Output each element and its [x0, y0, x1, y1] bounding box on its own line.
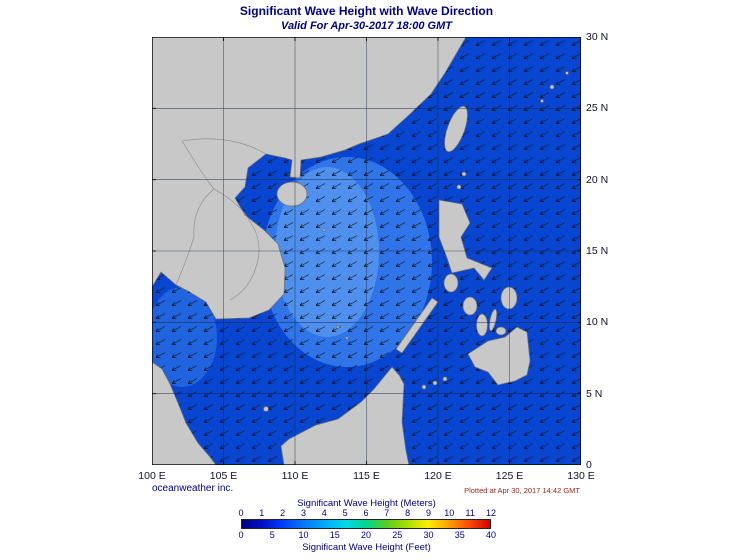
island-mindoro [443, 273, 459, 293]
feet-tick: 20 [360, 530, 372, 540]
meters-tick: 10 [444, 508, 455, 518]
lat-tick: 25 N [586, 102, 609, 114]
plotted-timestamp: Plotted at Apr 30, 2017 14:42 GMT [464, 486, 580, 495]
lon-tick: 130 E [567, 470, 595, 482]
island-mindanao [467, 326, 531, 386]
map-svg [152, 37, 581, 465]
meters-tick: 4 [321, 508, 327, 518]
lat-tick: 15 N [586, 245, 609, 257]
map-plot-area [152, 37, 581, 465]
island-bohol [495, 326, 507, 336]
credit-oceanweather: oceanweather inc. [152, 483, 234, 494]
feet-tick: 15 [329, 530, 340, 540]
frame-ticks [152, 37, 581, 465]
meters-tick: 9 [425, 508, 432, 518]
meters-tick: 2 [280, 508, 286, 518]
island-hainan [276, 181, 308, 207]
feet-tick: 10 [298, 530, 309, 540]
feet-tick: 35 [454, 530, 465, 540]
meters-tick: 11 [465, 508, 475, 518]
meters-tick: 8 [405, 508, 411, 518]
island-luzon [438, 199, 493, 281]
legend-meters-title: Significant Wave Height (Meters) [297, 498, 436, 509]
feet-tick: 0 [238, 530, 244, 540]
landmass-malay-peninsula [152, 361, 217, 465]
meters-tick: 0 [238, 508, 244, 518]
landmass-borneo [280, 366, 410, 465]
meters-tick: 3 [300, 508, 307, 518]
island-taiwan [444, 105, 468, 153]
feet-tick: 40 [485, 530, 497, 540]
chart-title: Significant Wave Height with Wave Direct… [239, 4, 494, 18]
landmass-mainland-asia [152, 37, 467, 320]
lon-tick: 105 E [209, 470, 238, 482]
lat-tick: 20 N [586, 174, 609, 186]
meters-tick: 5 [342, 508, 348, 518]
lat-tick: 10 N [586, 316, 609, 328]
feet-tick: 5 [269, 530, 275, 540]
small-islands [263, 71, 569, 412]
lat-tick: 0 [586, 459, 592, 471]
feet-tick: 30 [423, 530, 434, 540]
lon-tick: 115 E [353, 470, 380, 482]
lon-tick: 110 E [281, 470, 309, 482]
island-cebu [488, 308, 498, 332]
meters-tick: 12 [485, 508, 497, 518]
chart-header: Significant Wave Height with Wave Direct… [152, 4, 581, 32]
legend-feet-title: Significant Wave Height (Feet) [302, 542, 431, 553]
latlon-grid [152, 37, 581, 465]
lat-tick: 5 N [586, 388, 603, 400]
lon-tick: 125 E [495, 470, 524, 482]
meters-tick: 6 [363, 508, 369, 518]
meters-tick: 7 [384, 508, 390, 518]
colorbar [241, 519, 491, 529]
chart-valid-time: Valid For Apr-30-2017 18:00 GMT [281, 20, 452, 32]
landmasses [152, 37, 569, 465]
island-negros [476, 313, 488, 337]
lat-tick: 30 N [586, 31, 609, 43]
lon-tick: 100 E [138, 470, 166, 482]
island-samar [500, 286, 518, 310]
feet-tick: 25 [392, 530, 403, 540]
lon-tick: 120 E [424, 470, 452, 482]
island-panay [462, 296, 478, 316]
meters-tick: 1 [259, 508, 265, 518]
